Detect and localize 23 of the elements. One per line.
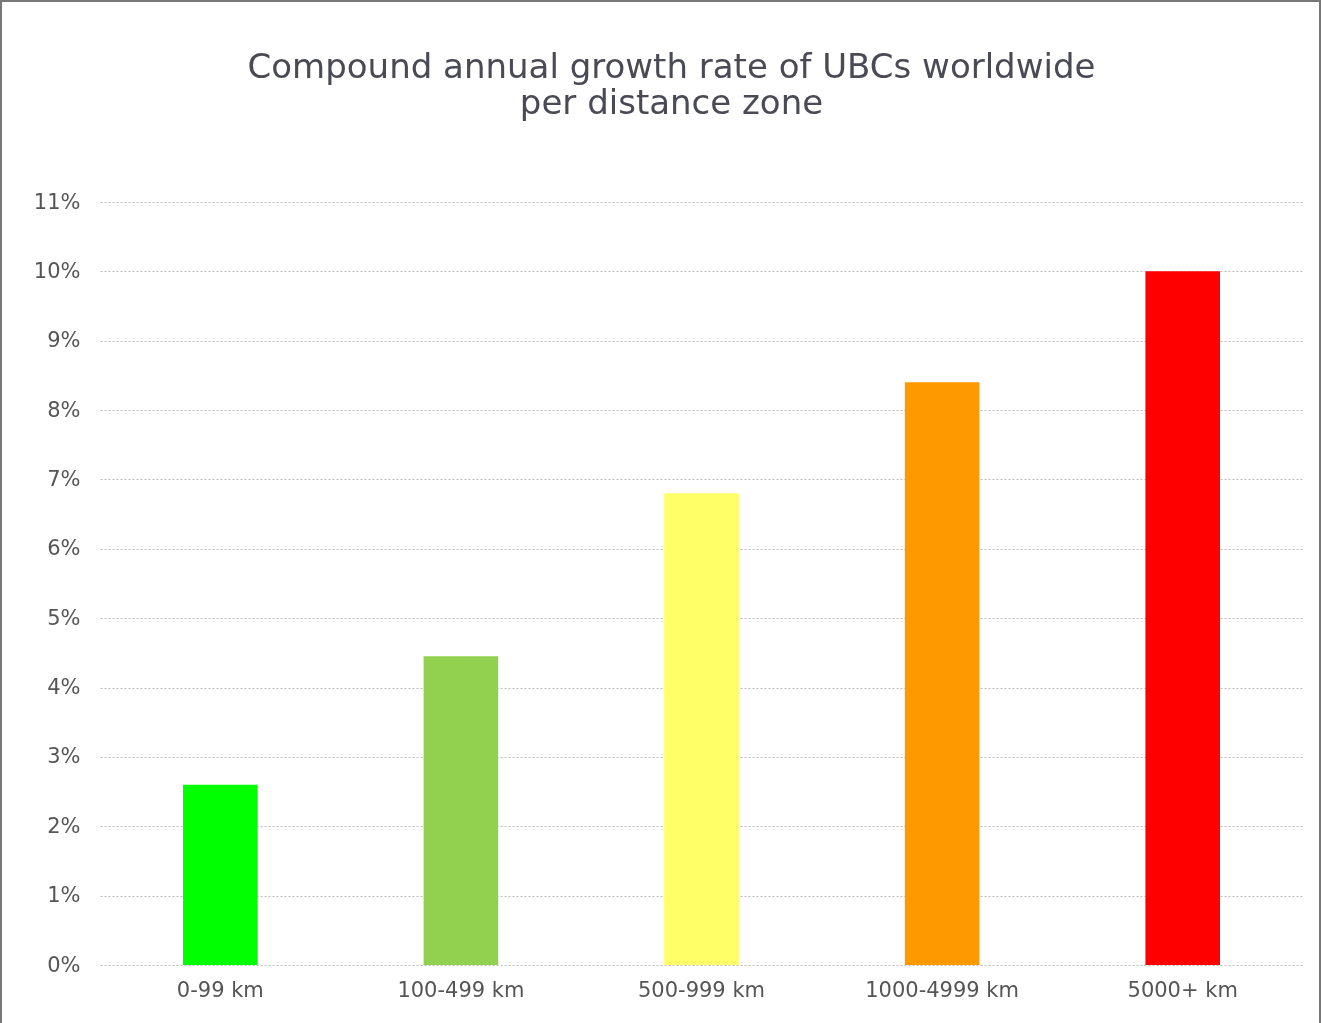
x-tick-label: 100-499 km — [397, 977, 525, 1002]
bar — [664, 493, 739, 965]
y-tick-label: 6% — [47, 536, 81, 561]
x-tick-label: 1000-4999 km — [865, 977, 1019, 1002]
y-tick-label: 1% — [47, 883, 81, 908]
y-tick-label: 9% — [47, 328, 81, 353]
y-tick-label: 4% — [47, 675, 81, 700]
bar — [904, 382, 980, 965]
y-tick-label: 0% — [47, 952, 81, 977]
text: Compound annual growth rate of UBCs worldwide — [247, 46, 1096, 86]
x-tick-label: 500-999 km — [637, 977, 766, 1002]
bar — [183, 784, 258, 965]
x-tick-label: 0-99 km — [176, 977, 264, 1002]
bar — [1145, 271, 1220, 965]
y-tick-label: 3% — [47, 744, 81, 769]
y-tick-label: 8% — [47, 397, 81, 422]
bar — [423, 656, 499, 965]
y-tick-label: 5% — [47, 605, 81, 630]
y-tick-label: 2% — [47, 813, 81, 838]
y-tick-label: 11% — [33, 189, 81, 214]
x-tick-label: 5000+ km — [1127, 977, 1238, 1002]
y-tick-label: 10% — [33, 258, 81, 283]
y-tick-label: 7% — [47, 466, 81, 491]
